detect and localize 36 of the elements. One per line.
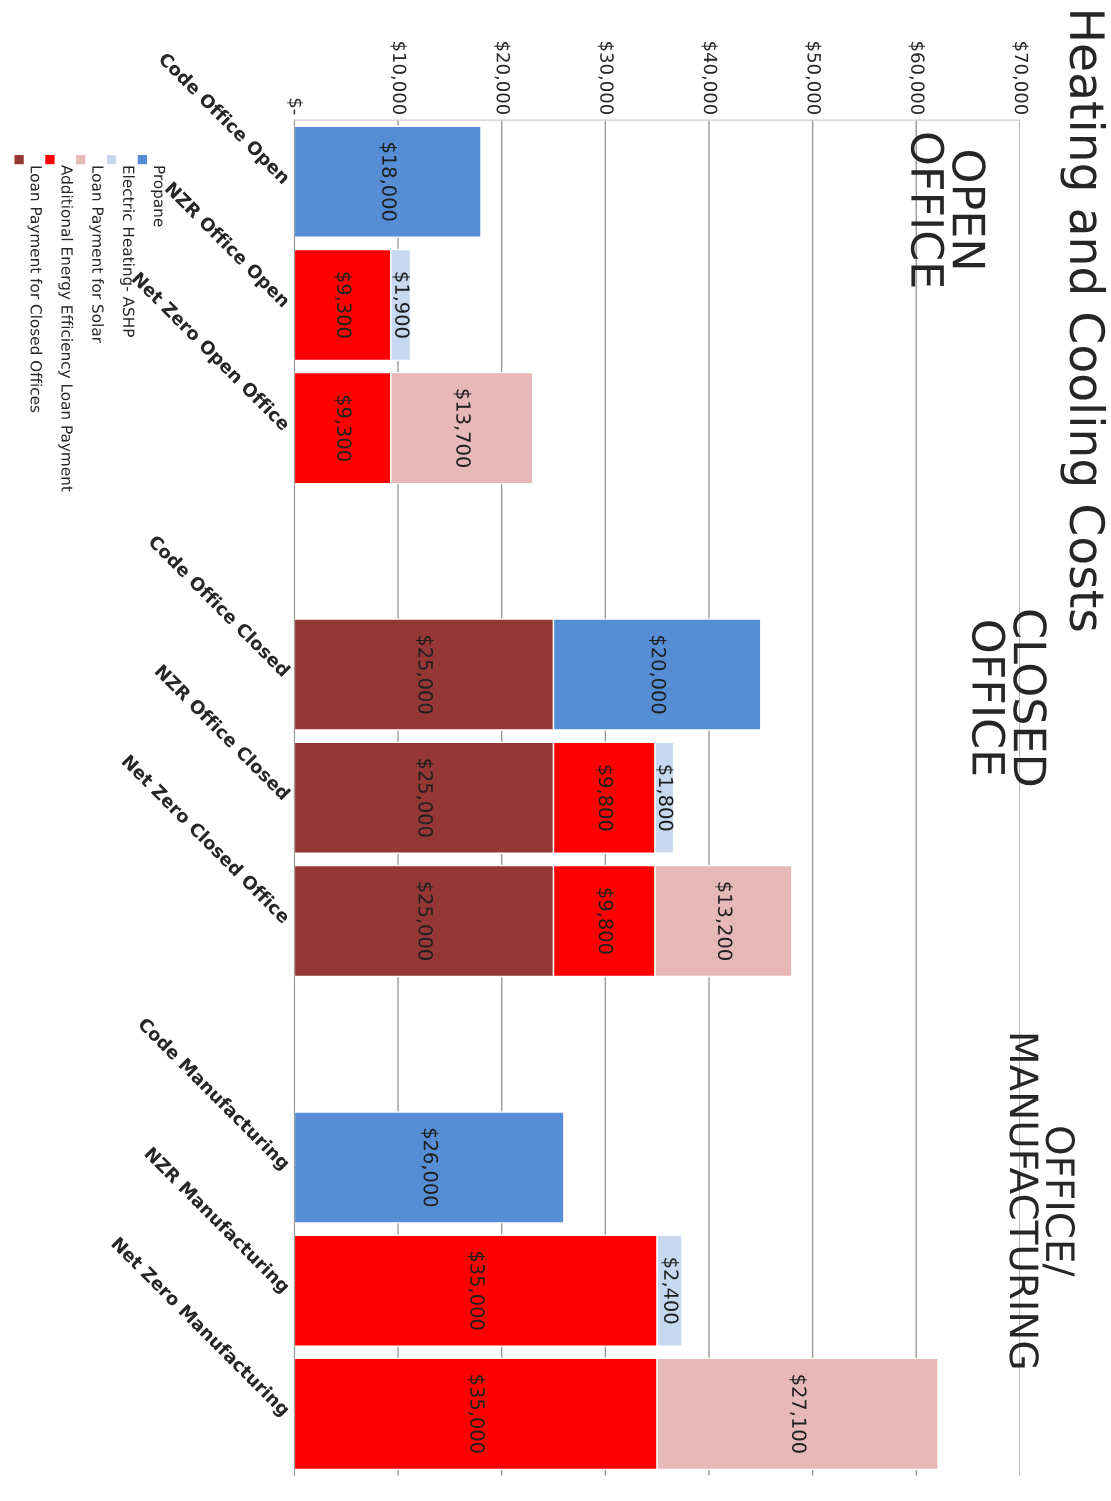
- data-label: $25,000: [415, 759, 434, 837]
- data-label: $26,000: [420, 1128, 439, 1207]
- data-label: $9,800: [596, 765, 614, 831]
- annotation: CLOSED OFFICE: [971, 610, 1047, 786]
- data-label: $18,000: [379, 143, 398, 221]
- data-label: $9,300: [334, 272, 353, 338]
- data-label: $1,800: [656, 765, 674, 831]
- data-label: $9,800: [596, 888, 614, 954]
- x-tick-label: $50,000: [804, 42, 822, 115]
- data-label: $13,200: [715, 882, 733, 960]
- legend-label: Additional Energy Efficiency Loan Payment: [58, 165, 74, 492]
- data-label: $20,000: [648, 635, 667, 714]
- x-tick-label: $70,000: [1012, 42, 1029, 115]
- legend-label: Loan Payment for Solar: [89, 166, 104, 343]
- data-label: $25,000: [415, 635, 434, 714]
- data-label: $27,100: [789, 1375, 807, 1453]
- data-label: $25,000: [415, 882, 434, 960]
- legend-label: Propane: [150, 166, 166, 227]
- bar: [294, 1111, 565, 1224]
- x-tick-label: $40,000: [701, 42, 718, 115]
- data-label: $1,900: [392, 272, 411, 338]
- x-tick-label: $-: [286, 98, 304, 115]
- x-tick-label: $20,000: [494, 42, 511, 115]
- data-label: $13,700: [453, 389, 472, 468]
- legend-label: Loan Payment for Closed Offices: [27, 166, 43, 413]
- x-tick-label: $60,000: [908, 42, 925, 115]
- data-label: $9,300: [334, 395, 353, 461]
- text: Heating and Cooling Costs: [1060, 12, 1107, 631]
- annotation: OFFICE/ MANUFACTURING: [1009, 1034, 1075, 1368]
- x-tick-label: $30,000: [597, 42, 615, 115]
- data-label: $35,000: [467, 1252, 486, 1330]
- bar: [294, 125, 482, 238]
- data-label: $2,400: [661, 1258, 679, 1324]
- data-label: $35,000: [467, 1375, 486, 1453]
- x-tick-label: $10,000: [390, 42, 407, 115]
- annotation: OPEN OFFICE: [910, 133, 986, 287]
